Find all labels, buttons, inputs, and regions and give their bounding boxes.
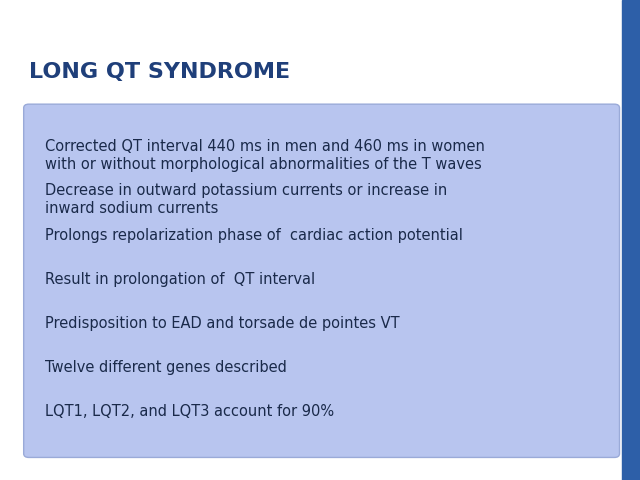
Text: Result in prolongation of  QT interval: Result in prolongation of QT interval (45, 272, 315, 287)
Text: Corrected QT interval 440 ms in men and 460 ms in women
with or without morpholo: Corrected QT interval 440 ms in men and … (45, 139, 484, 172)
Text: Decrease in outward potassium currents or increase in
inward sodium currents: Decrease in outward potassium currents o… (45, 183, 447, 216)
Text: Prolongs repolarization phase of  cardiac action potential: Prolongs repolarization phase of cardiac… (45, 228, 463, 242)
Text: Twelve different genes described: Twelve different genes described (45, 360, 287, 375)
Text: Predisposition to EAD and torsade de pointes VT: Predisposition to EAD and torsade de poi… (45, 316, 399, 331)
Text: LONG QT SYNDROME: LONG QT SYNDROME (29, 62, 290, 83)
FancyBboxPatch shape (24, 104, 620, 457)
Text: LQT1, LQT2, and LQT3 account for 90%: LQT1, LQT2, and LQT3 account for 90% (45, 404, 334, 419)
